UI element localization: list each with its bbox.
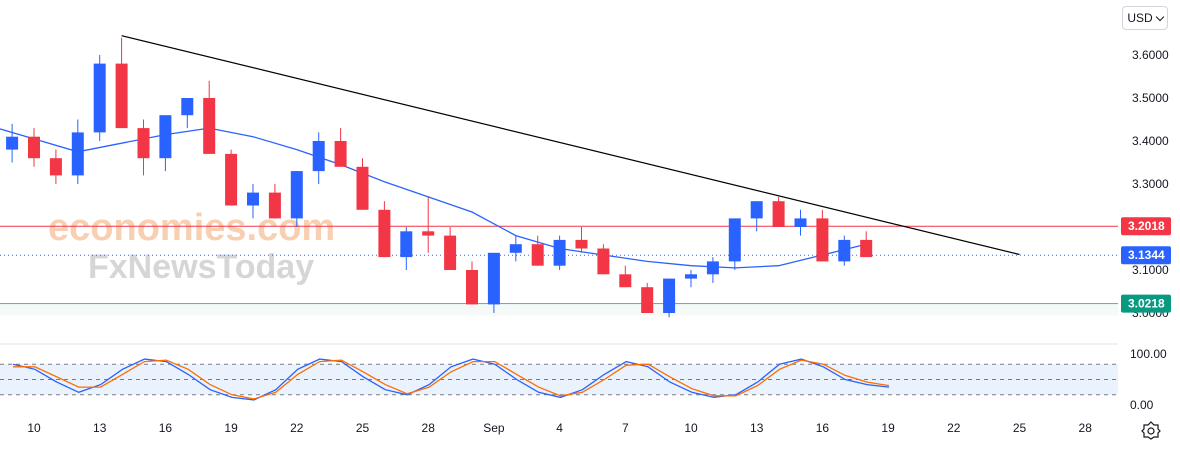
time-tick-label: 19 bbox=[224, 421, 238, 435]
candle-body bbox=[247, 192, 259, 206]
candle-body bbox=[268, 192, 281, 219]
candle-body bbox=[728, 218, 741, 262]
price-labels: 3.2018 3.1344 3.0218 bbox=[1121, 217, 1171, 313]
oscillator-tick-label: 0.00 bbox=[1130, 398, 1154, 412]
time-tick-label: 25 bbox=[1013, 421, 1027, 435]
price-label: 3.0218 bbox=[1128, 297, 1165, 311]
oscillator-axis[interactable]: 100.00 0.00 bbox=[1130, 347, 1167, 412]
candle-body bbox=[641, 287, 654, 313]
currency-selector-button[interactable]: USD bbox=[1122, 6, 1168, 30]
time-tick-label: 7 bbox=[622, 421, 629, 435]
trendline-layer[interactable] bbox=[121, 35, 1020, 256]
time-tick-label: 28 bbox=[422, 421, 436, 435]
candle-body bbox=[487, 252, 500, 305]
price-label: 3.2018 bbox=[1128, 219, 1165, 233]
currency-label: USD bbox=[1127, 11, 1153, 25]
time-tick-label: 4 bbox=[556, 421, 563, 435]
time-tick-label: Sep bbox=[483, 421, 505, 435]
time-tick-label: 19 bbox=[881, 421, 895, 435]
oscillator-band bbox=[0, 363, 1118, 396]
candle-body bbox=[772, 201, 785, 227]
candle-body bbox=[750, 201, 763, 219]
price-label-box bbox=[1121, 294, 1171, 313]
candle-body bbox=[553, 239, 566, 266]
price-label: 3.1344 bbox=[1128, 248, 1165, 262]
time-tick-label: 13 bbox=[750, 421, 764, 435]
candle-body bbox=[575, 239, 588, 249]
price-label-box bbox=[1121, 217, 1171, 236]
candle-body bbox=[203, 98, 216, 154]
candle-body bbox=[422, 231, 435, 236]
candle-body bbox=[444, 235, 457, 270]
candle-body bbox=[159, 115, 172, 159]
price-tick-label: 3.3000 bbox=[1132, 177, 1169, 191]
support-zone bbox=[0, 303, 1118, 316]
time-tick-label: 25 bbox=[356, 421, 370, 435]
price-tick-label: 3.4000 bbox=[1132, 134, 1169, 148]
watermark-text: FxNewsToday bbox=[88, 248, 314, 286]
time-tick-label: 13 bbox=[93, 421, 107, 435]
candle-body bbox=[49, 158, 62, 176]
settings-icon[interactable] bbox=[1140, 420, 1162, 440]
price-label-box bbox=[1121, 246, 1171, 265]
candle-body bbox=[597, 248, 610, 275]
oscillator-zone bbox=[0, 364, 1118, 395]
candle-body bbox=[663, 278, 676, 313]
candle-body bbox=[838, 239, 851, 262]
price-tick-label: 3.1000 bbox=[1132, 263, 1169, 277]
time-tick-label: 22 bbox=[947, 421, 961, 435]
candle-body bbox=[816, 218, 829, 262]
candle-body bbox=[290, 171, 303, 219]
trendline bbox=[121, 35, 1020, 256]
candle-body bbox=[531, 244, 544, 266]
candle-body bbox=[706, 261, 719, 275]
price-tick-label: 3.5000 bbox=[1132, 91, 1169, 105]
chevron-down-icon bbox=[1155, 12, 1164, 21]
candle-body bbox=[334, 141, 347, 167]
candle-body bbox=[71, 132, 84, 176]
candle-body bbox=[356, 166, 369, 210]
candle-body bbox=[93, 63, 106, 133]
candle-body bbox=[6, 136, 19, 150]
candle-body bbox=[312, 141, 325, 172]
time-tick-label: 16 bbox=[159, 421, 173, 435]
time-tick-label: 22 bbox=[290, 421, 304, 435]
candle-body bbox=[685, 274, 697, 279]
candle-body bbox=[466, 270, 478, 305]
candle-body bbox=[28, 136, 40, 159]
time-tick-label: 16 bbox=[816, 421, 830, 435]
candles bbox=[6, 37, 873, 318]
candle-body bbox=[509, 244, 522, 253]
candle-body bbox=[619, 274, 632, 288]
candle-body bbox=[794, 218, 807, 227]
horizontal-lines bbox=[0, 225, 1118, 345]
time-axis[interactable]: 10 13 16 19 22 25 28 Sep 4 7 10 13 16 19 22 25 28 bbox=[27, 421, 1092, 435]
oscillator-tick-label: 100.00 bbox=[1130, 347, 1167, 361]
oscillator-lines bbox=[12, 358, 890, 401]
candle-body bbox=[378, 209, 391, 258]
time-tick-label: 10 bbox=[684, 421, 698, 435]
time-tick-label: 10 bbox=[27, 421, 41, 435]
candle-body bbox=[860, 239, 873, 258]
candle-body bbox=[400, 231, 413, 258]
candle-body bbox=[225, 153, 238, 206]
candle-body bbox=[181, 98, 194, 116]
candle-body bbox=[115, 63, 128, 129]
watermark-text: economies.com bbox=[48, 207, 335, 249]
price-tick-label: 3.6000 bbox=[1132, 48, 1169, 62]
oscillator-line bbox=[13, 359, 890, 400]
candle-body bbox=[137, 128, 150, 159]
time-tick-label: 28 bbox=[1079, 421, 1093, 435]
